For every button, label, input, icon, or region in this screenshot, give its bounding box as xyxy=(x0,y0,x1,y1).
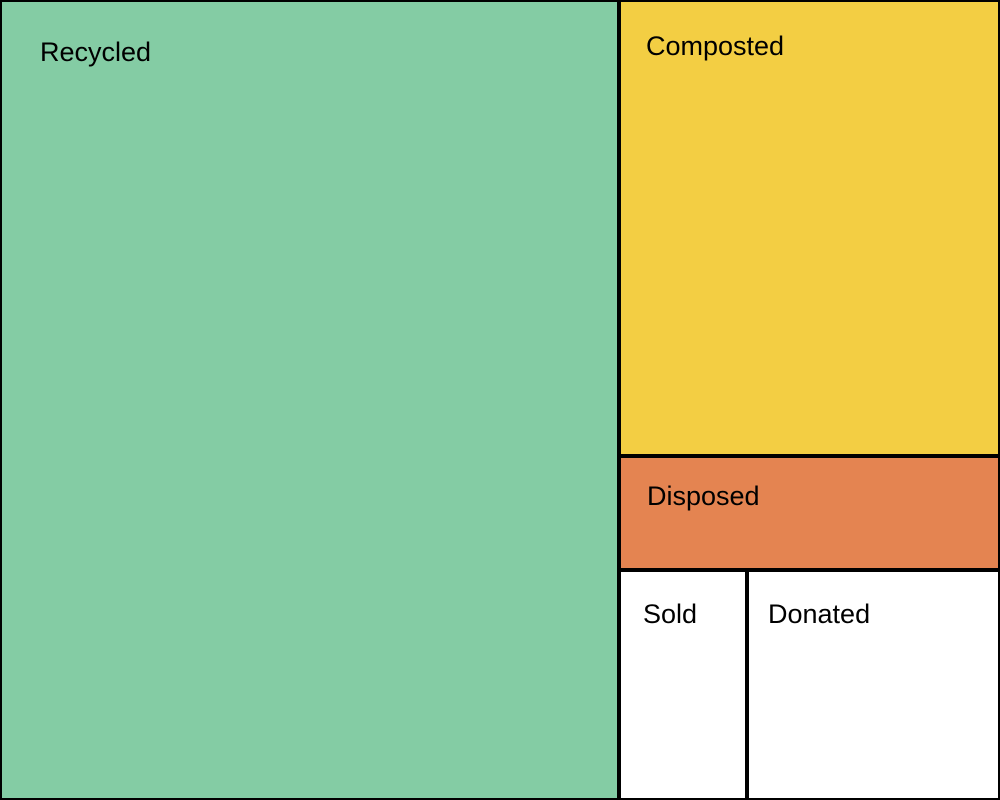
tile-label-recycled: Recycled xyxy=(40,37,152,67)
tile-label-sold: Sold xyxy=(643,599,698,629)
tile-composted: Composted xyxy=(619,0,1000,456)
tile-disposed: Disposed xyxy=(619,456,1000,570)
tile-donated: Donated xyxy=(747,570,1000,800)
tile-label-disposed: Disposed xyxy=(647,481,760,511)
tile-label-composted: Composted xyxy=(646,31,785,61)
tile-label-donated: Donated xyxy=(768,599,871,629)
tile-sold: Sold xyxy=(619,570,747,800)
tile-recycled: Recycled xyxy=(0,0,619,800)
